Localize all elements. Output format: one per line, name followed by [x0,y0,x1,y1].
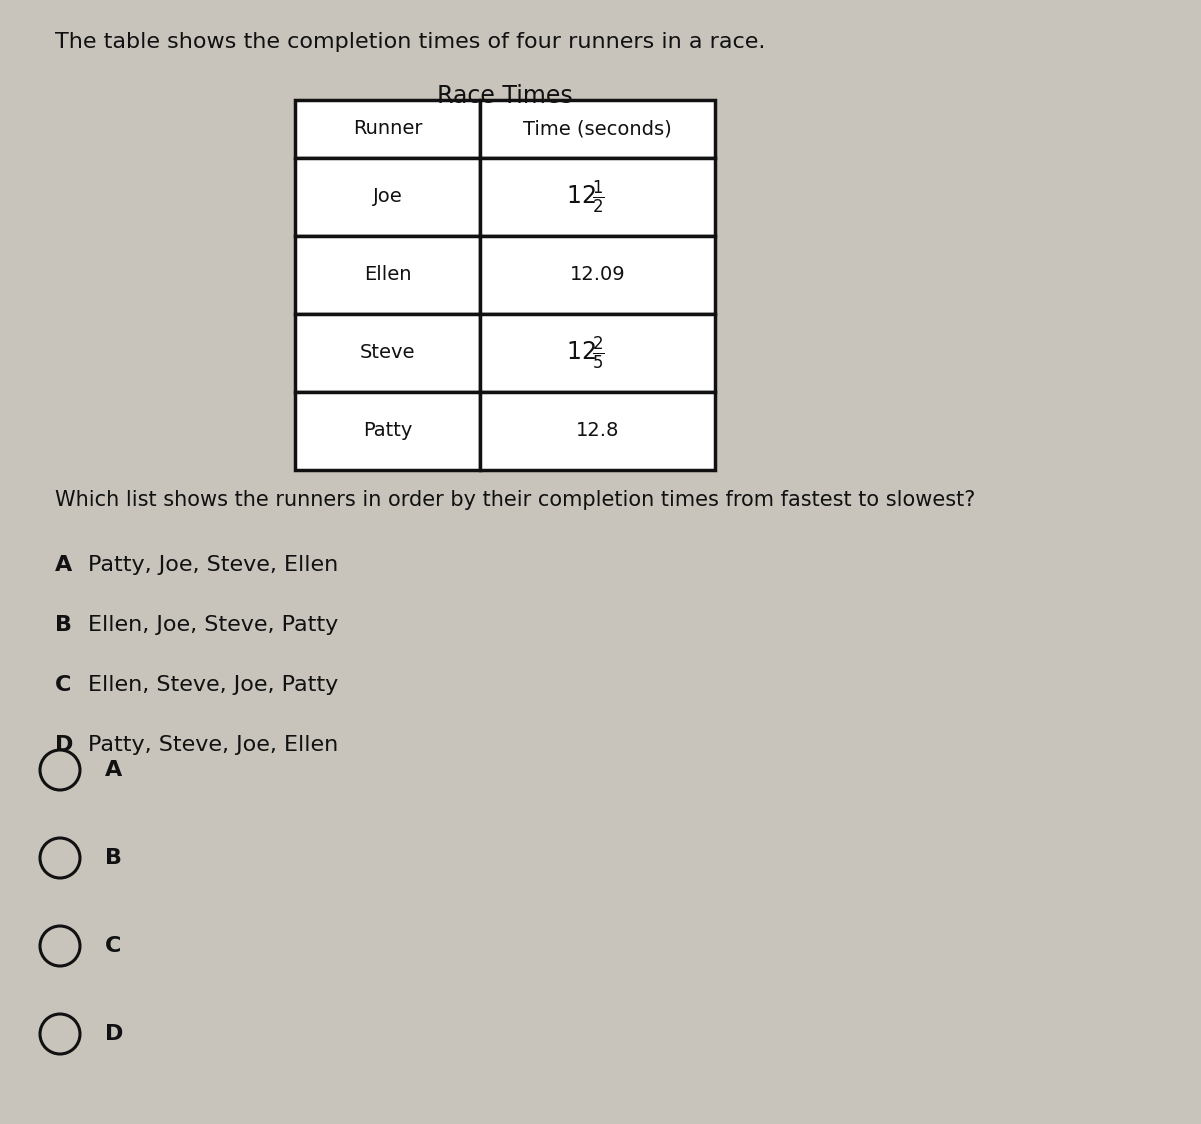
Text: $12\!\frac{2}{5}$: $12\!\frac{2}{5}$ [566,334,605,372]
Text: Patty: Patty [363,422,412,441]
Text: C: C [104,936,121,957]
Text: Which list shows the runners in order by their completion times from fastest to : Which list shows the runners in order by… [55,490,975,510]
Text: Patty, Steve, Joe, Ellen: Patty, Steve, Joe, Ellen [88,735,339,755]
Text: Steve: Steve [360,344,416,363]
Bar [480,314,715,392]
Text: The table shows the completion times of four runners in a race.: The table shows the completion times of … [55,31,765,52]
Text: Joe: Joe [372,188,402,207]
Text: $12\!\frac{1}{2}$: $12\!\frac{1}{2}$ [566,179,605,216]
Text: Race Times: Race Times [437,84,573,108]
Text: Ellen, Joe, Steve, Patty: Ellen, Joe, Steve, Patty [88,615,339,635]
Text: 12.09: 12.09 [569,265,626,284]
Text: A: A [55,555,72,575]
Text: Patty, Joe, Steve, Ellen: Patty, Joe, Steve, Ellen [88,555,339,575]
Text: A: A [104,760,123,780]
Bar [295,100,480,158]
Bar [295,236,480,314]
Text: Time (seconds): Time (seconds) [524,119,671,138]
Text: B: B [104,847,123,868]
Bar [480,236,715,314]
Bar [480,392,715,470]
Text: Runner: Runner [353,119,423,138]
Bar [480,158,715,236]
Text: B: B [55,615,72,635]
Text: 12.8: 12.8 [575,422,620,441]
Bar [480,100,715,158]
Text: D: D [55,735,73,755]
Bar [295,392,480,470]
Circle shape [40,839,80,878]
Circle shape [40,750,80,790]
Text: C: C [55,676,71,695]
Text: Ellen: Ellen [364,265,411,284]
Circle shape [40,1014,80,1054]
Circle shape [40,926,80,966]
Text: Ellen, Steve, Joe, Patty: Ellen, Steve, Joe, Patty [88,676,339,695]
Bar [295,314,480,392]
Bar [295,158,480,236]
Text: D: D [104,1024,124,1044]
